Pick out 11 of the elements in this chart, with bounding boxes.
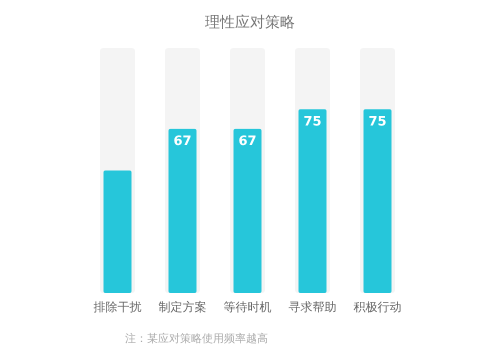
- x-tick-label: 等待时机: [224, 300, 272, 314]
- x-tick-label: 寻求帮助: [288, 300, 336, 314]
- data-label: 75: [368, 114, 387, 130]
- chart-title: 理性应对策略: [205, 13, 295, 31]
- x-tick-label: 制定方案: [158, 300, 206, 314]
- data-label: 67: [238, 134, 257, 149]
- x-tick-label: 排除干扰: [94, 300, 142, 314]
- data-label: 67: [173, 134, 192, 149]
- data-label: 75: [303, 114, 322, 130]
- text: 注：某应对策略使用频率越高: [125, 332, 268, 345]
- x-tick-label: 积极行动: [354, 300, 402, 314]
